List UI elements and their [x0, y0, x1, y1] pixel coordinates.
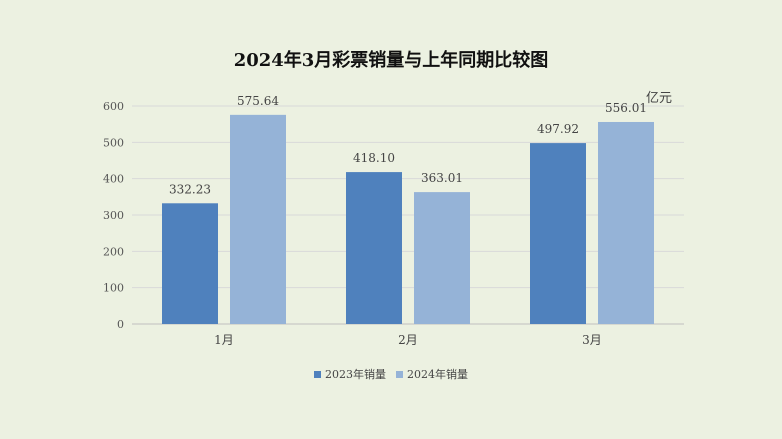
chart-title: 2024年3月彩票销量与上年同期比较图	[233, 50, 549, 71]
data-label: 556.01	[605, 101, 647, 115]
data-label: 332.23	[169, 182, 211, 196]
x-tick-label: 1月	[214, 333, 234, 347]
y-tick-label: 400	[103, 173, 124, 186]
bar-2024	[230, 114, 286, 324]
bar-2023	[530, 143, 586, 324]
legend-swatch-2023	[314, 370, 321, 378]
y-tick-label: 500	[103, 136, 124, 149]
y-tick-label: 200	[103, 245, 124, 258]
y-tick-label: 0	[117, 318, 124, 331]
bar-2024	[414, 192, 470, 324]
bar-2024	[598, 121, 654, 324]
data-label: 575.64	[237, 94, 279, 108]
legend: 2023年销量 2024年销量	[0, 366, 782, 382]
data-label: 497.92	[537, 122, 579, 136]
data-label: 418.10	[353, 151, 395, 165]
y-tick-label: 600	[103, 100, 124, 113]
x-tick-label: 3月	[582, 333, 602, 347]
y-tick-label: 100	[103, 282, 124, 295]
data-label: 363.01	[421, 171, 463, 185]
bar-2023	[162, 203, 218, 324]
legend-item-2023: 2023年销量	[314, 366, 386, 382]
legend-swatch-2024	[396, 370, 403, 378]
legend-label-2024: 2024年销量	[407, 368, 468, 381]
x-tick-label: 2月	[398, 333, 418, 347]
legend-item-2024: 2024年销量	[396, 366, 468, 382]
y-tick-label: 300	[103, 209, 124, 222]
unit-label: 亿元	[646, 91, 673, 106]
legend-label-2023: 2023年销量	[325, 368, 386, 381]
bar-2023	[346, 172, 402, 324]
